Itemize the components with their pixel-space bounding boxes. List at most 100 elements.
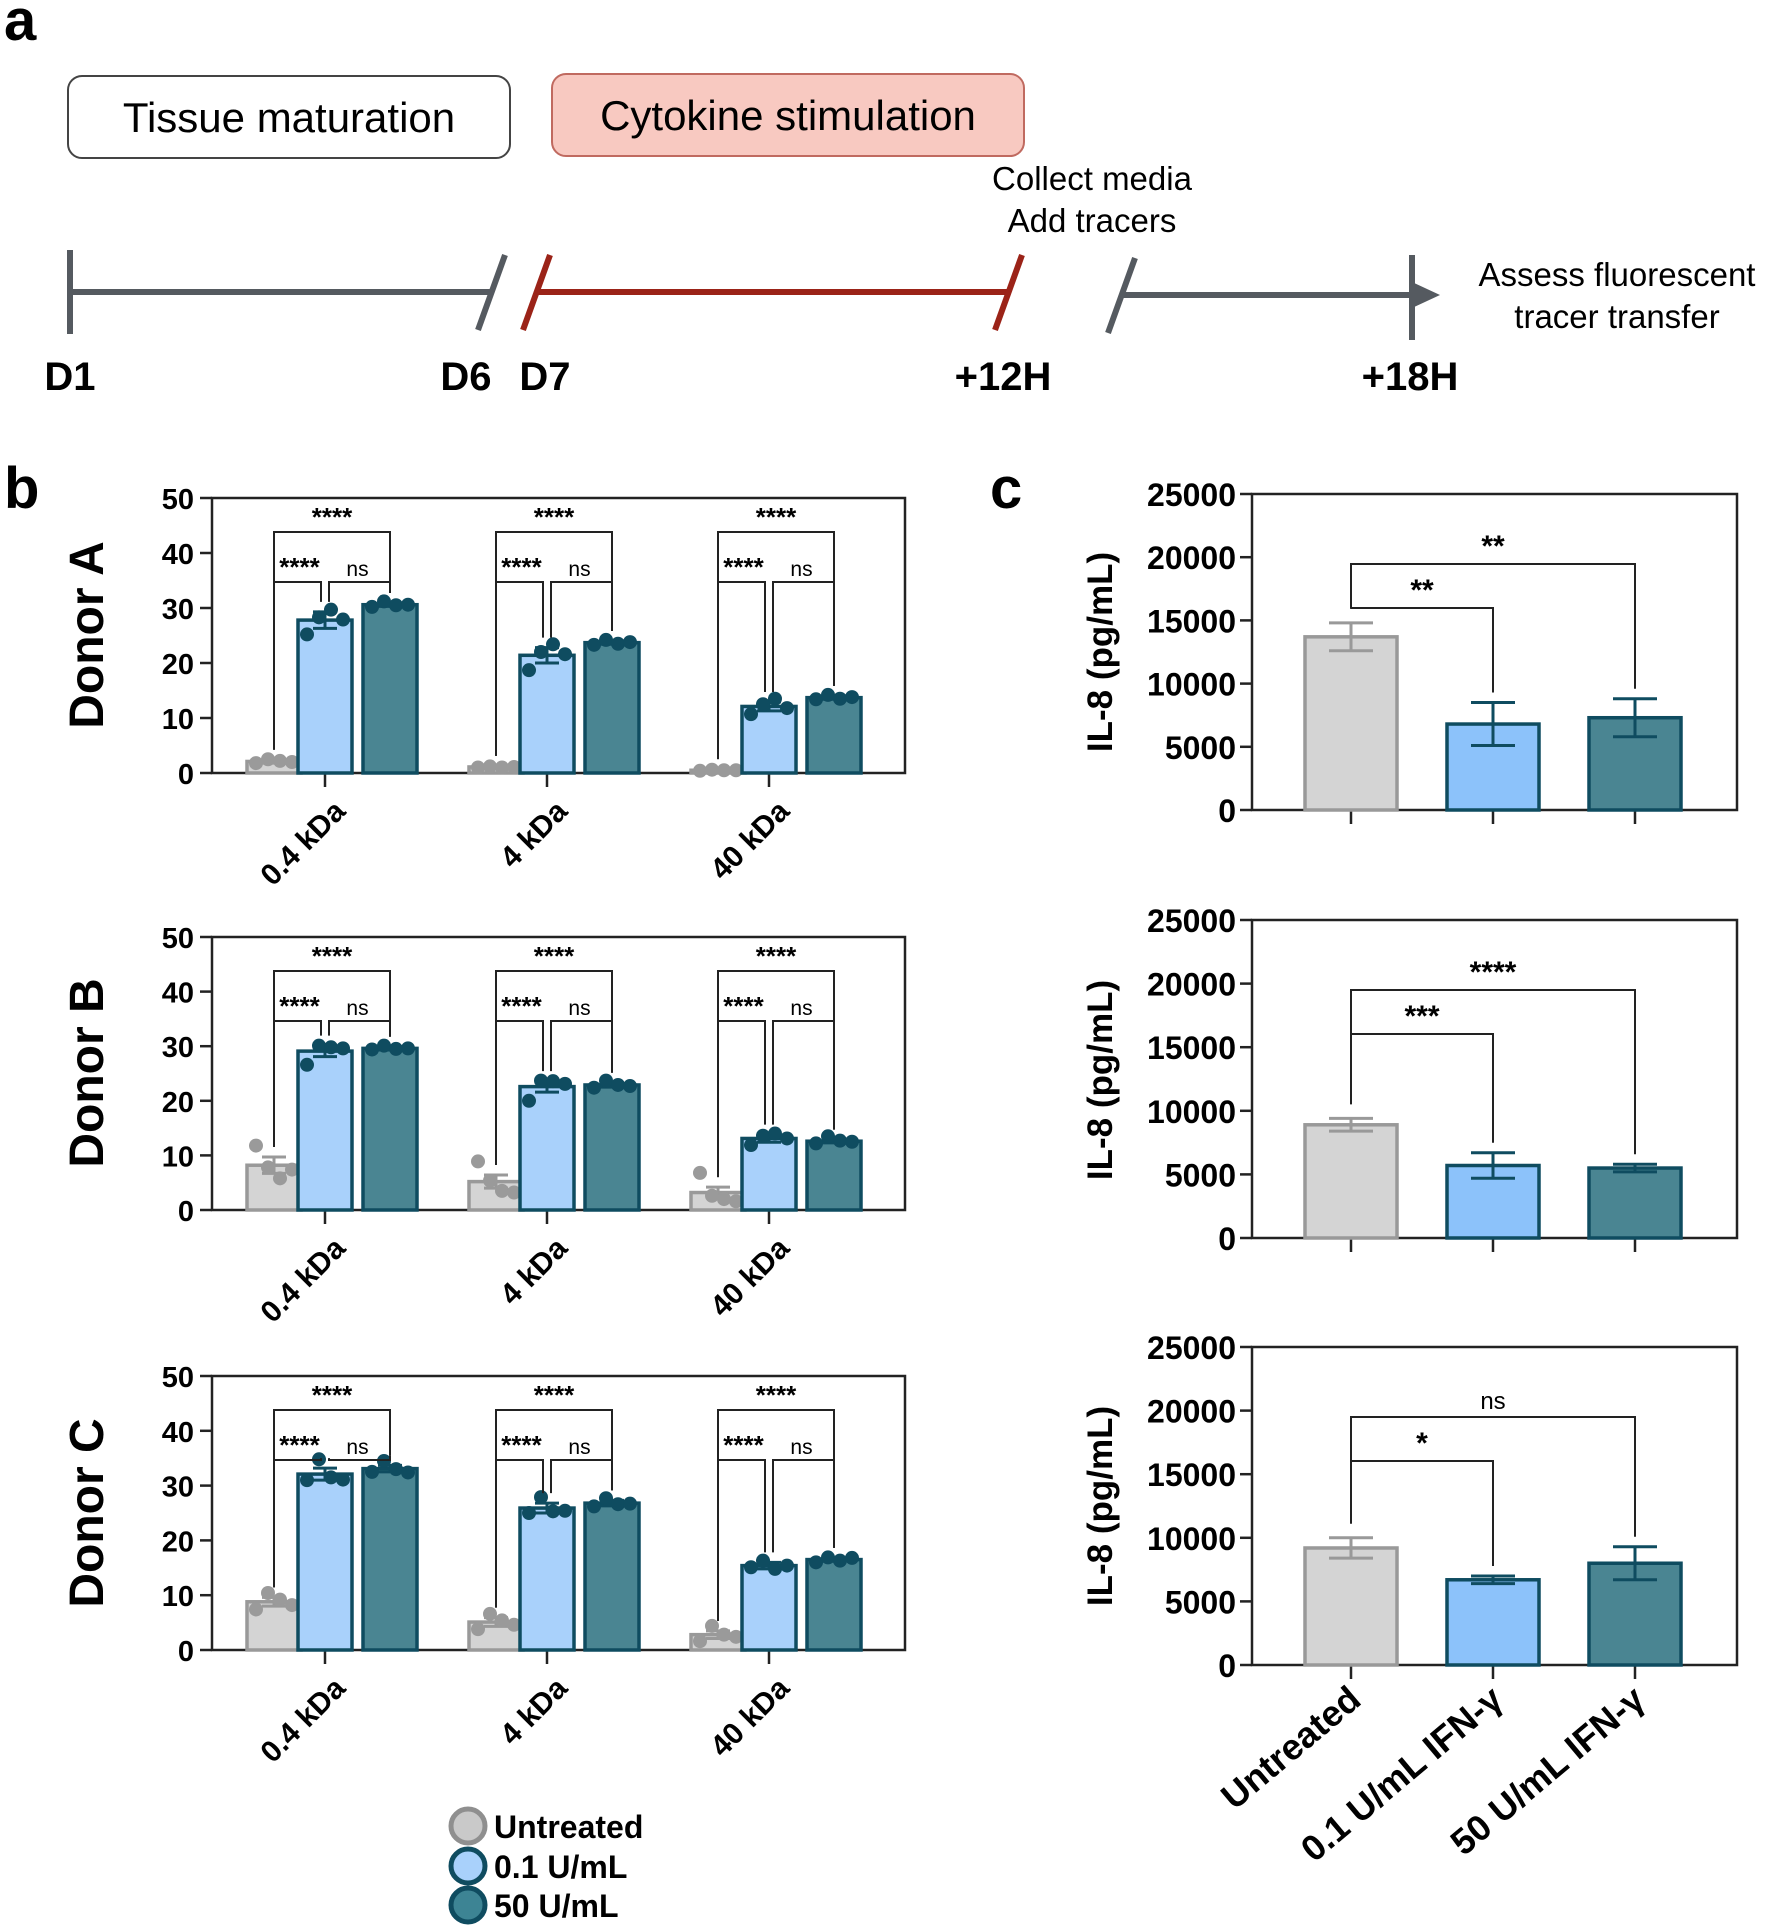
data-point — [821, 1550, 835, 1565]
significance-label: **** — [756, 1380, 797, 1410]
significance-label: **** — [279, 1430, 320, 1460]
data-point — [471, 1154, 485, 1169]
data-point — [623, 635, 637, 650]
y-tick-label: 5000 — [1165, 730, 1236, 766]
data-point — [809, 1555, 823, 1570]
significance-label: **** — [501, 1430, 542, 1460]
data-point — [401, 1465, 415, 1480]
significance-label: ns — [346, 997, 368, 1020]
data-point — [599, 632, 613, 647]
legend-marker-high — [448, 1885, 488, 1925]
data-point — [587, 637, 601, 652]
data-point — [717, 1192, 731, 1207]
phase-label-tissue-maturation: Tissue maturation — [123, 94, 455, 141]
data-point — [377, 594, 391, 609]
bar-untreated — [1303, 1123, 1399, 1240]
bar-50-u-ml — [583, 1501, 641, 1652]
y-tick-label: 10 — [162, 1141, 194, 1173]
data-point — [729, 1194, 743, 1209]
annotation-assess-fluorescent: Assess fluorescent — [1479, 256, 1756, 293]
annotation-add-tracers: Add tracers — [1008, 202, 1177, 239]
data-point — [729, 1629, 743, 1644]
y-tick-label: 10000 — [1147, 1521, 1236, 1557]
significance-label: ** — [1410, 574, 1434, 607]
y-tick-label: 20 — [162, 1087, 194, 1119]
y-axis-label: IL-8 (pg/mL) — [1081, 980, 1120, 1180]
x-tick-label: 4 kDa — [494, 1231, 574, 1311]
y-tick-label: 0 — [1218, 1221, 1236, 1257]
data-point — [401, 597, 415, 612]
y-tick-label: 10 — [162, 1581, 194, 1613]
donor-title: Donor C — [61, 1418, 114, 1607]
data-point — [312, 610, 326, 625]
data-point — [821, 1129, 835, 1144]
data-point — [285, 1598, 299, 1613]
significance-bracket — [1350, 1416, 1636, 1537]
x-tick-label: 40 kDa — [704, 1231, 796, 1323]
data-point — [249, 1138, 263, 1153]
legend-label-low: 0.1 U/mL — [494, 1849, 627, 1885]
donor-title: Donor B — [61, 978, 114, 1167]
significance-bracket — [550, 581, 613, 638]
data-point — [495, 760, 509, 775]
significance-bracket — [495, 581, 544, 756]
data-point — [744, 1138, 758, 1153]
data-point — [471, 760, 485, 775]
data-point — [833, 691, 847, 706]
day-label-d7: D7 — [519, 355, 570, 399]
x-tick-label: 40 kDa — [704, 794, 796, 886]
significance-bracket — [550, 1020, 613, 1073]
significance-bracket — [772, 581, 835, 693]
data-point — [261, 752, 275, 767]
data-point — [599, 1491, 613, 1506]
significance-label: ns — [790, 558, 812, 581]
significance-bracket — [1350, 1460, 1494, 1566]
significance-bracket — [328, 1020, 391, 1037]
data-point — [300, 1473, 314, 1488]
data-point — [249, 756, 263, 771]
significance-bracket — [772, 1020, 835, 1130]
data-point — [312, 1038, 326, 1053]
data-point — [285, 755, 299, 769]
data-point — [833, 1553, 847, 1568]
chart-donor-c: 0 10 20 30 40 50 Donor C 0.4 kDa **** **** ns 4 kDa… — [61, 1362, 907, 1769]
data-point — [507, 1185, 521, 1200]
x-tick-label: 0.4 kDa — [254, 794, 352, 892]
data-point — [693, 1165, 707, 1180]
timeline-arrowhead — [1412, 282, 1440, 308]
significance-label: **** — [756, 502, 797, 532]
significance-label: **** — [279, 552, 320, 582]
significance-label: **** — [312, 502, 353, 532]
bar-50-u-ml — [805, 1139, 863, 1212]
y-tick-label: 40 — [162, 539, 194, 571]
significance-bracket — [550, 1459, 613, 1494]
day-label-18h: +18H — [1362, 355, 1459, 399]
data-point — [546, 1074, 560, 1089]
significance-label: ns — [790, 997, 812, 1020]
significance-label: ns — [346, 558, 368, 581]
significance-label: ns — [346, 1436, 368, 1459]
data-point — [483, 1606, 497, 1621]
significance-label: **** — [534, 502, 575, 532]
y-tick-label: 15000 — [1147, 1030, 1236, 1066]
bar-untreated — [1303, 635, 1399, 812]
data-point — [780, 701, 794, 716]
y-tick-label: 40 — [162, 1417, 194, 1449]
data-point — [558, 1076, 572, 1091]
significance-label: ns — [1480, 1388, 1505, 1415]
significance-label: ns — [568, 997, 590, 1020]
bar-50-u-ml-ifn- — [1587, 1166, 1683, 1240]
bar-50-u-ml — [805, 695, 863, 775]
significance-label: **** — [534, 1380, 575, 1410]
x-tick-label: 0.4 kDa — [254, 1231, 352, 1329]
data-point — [285, 1162, 299, 1177]
data-point — [534, 645, 548, 659]
data-point — [693, 1634, 707, 1649]
y-tick-label: 25000 — [1147, 903, 1236, 939]
legend-label-untreated: Untreated — [494, 1809, 643, 1845]
bar-50-u-ml — [805, 1557, 863, 1652]
y-tick-label: 5000 — [1165, 1157, 1236, 1193]
y-tick-label: 25000 — [1147, 477, 1236, 513]
annotation-collect-media: Collect media — [992, 160, 1193, 197]
data-point — [587, 1080, 601, 1095]
